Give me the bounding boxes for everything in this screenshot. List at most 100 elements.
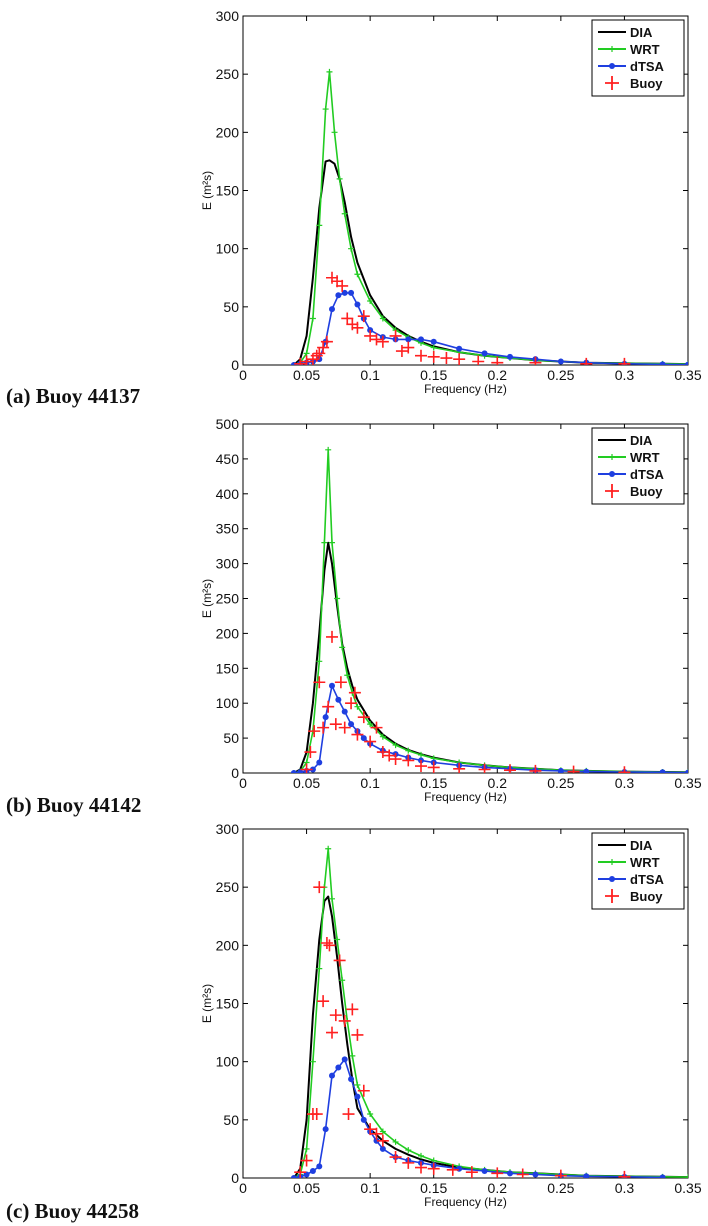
data-point-dtsa bbox=[373, 1137, 380, 1144]
data-point-wrt bbox=[367, 1111, 374, 1118]
data-point-buoy bbox=[351, 321, 364, 334]
data-point-buoy bbox=[320, 335, 333, 348]
data-point-buoy bbox=[567, 765, 580, 773]
data-point-wrt bbox=[367, 721, 374, 728]
data-point-dtsa bbox=[481, 1168, 488, 1175]
data-point-buoy bbox=[529, 764, 542, 773]
data-point-dtsa bbox=[418, 336, 424, 343]
x-tick-label: 0.05 bbox=[293, 367, 320, 383]
data-point-buoy bbox=[336, 279, 349, 292]
data-point-buoy bbox=[446, 1163, 459, 1176]
chart-caption: (c) Buoy 44258 bbox=[6, 1199, 139, 1223]
data-point-buoy bbox=[357, 1084, 370, 1097]
data-point-buoy bbox=[329, 718, 342, 731]
data-point-dtsa bbox=[456, 1165, 463, 1172]
y-tick-label: 100 bbox=[216, 241, 240, 257]
data-point-buoy bbox=[383, 749, 396, 762]
x-tick-label: 0.2 bbox=[488, 1180, 508, 1196]
data-point-buoy bbox=[317, 721, 330, 734]
legend-marker-wrt bbox=[609, 454, 615, 460]
legend-label-wrt: WRT bbox=[630, 450, 660, 465]
data-point-buoy bbox=[351, 728, 364, 741]
data-point-wrt bbox=[341, 210, 348, 217]
y-axis-label: E (m²s) bbox=[200, 984, 214, 1023]
data-point-wrt bbox=[325, 446, 332, 453]
data-point-buoy bbox=[415, 349, 427, 362]
plot-data bbox=[290, 845, 688, 1178]
data-point-buoy bbox=[338, 1014, 351, 1027]
legend-label-buoy: Buoy bbox=[630, 484, 663, 499]
data-point-buoy bbox=[370, 721, 383, 734]
data-point-buoy bbox=[478, 763, 491, 773]
legend-label-wrt: WRT bbox=[630, 855, 660, 870]
x-tick-label: 0.3 bbox=[615, 775, 635, 791]
data-point-buoy bbox=[370, 333, 383, 346]
data-point-wrt bbox=[418, 1152, 424, 1159]
data-point-dtsa bbox=[360, 1116, 367, 1123]
data-point-dtsa bbox=[532, 1171, 539, 1178]
data-point-wrt bbox=[430, 344, 437, 351]
data-point-buoy bbox=[376, 335, 389, 348]
data-point-buoy bbox=[389, 753, 402, 766]
data-point-wrt bbox=[316, 965, 323, 972]
data-point-dtsa bbox=[309, 1168, 316, 1175]
data-point-buoy bbox=[376, 1134, 389, 1147]
data-point-wrt bbox=[325, 845, 332, 852]
data-point-dtsa bbox=[316, 1163, 323, 1170]
data-point-buoy bbox=[453, 762, 466, 773]
data-point-buoy bbox=[618, 1170, 631, 1178]
x-tick-label: 0 bbox=[239, 367, 247, 383]
legend-marker-wrt bbox=[609, 46, 615, 52]
y-tick-label: 150 bbox=[216, 183, 240, 199]
data-point-buoy bbox=[472, 355, 485, 365]
data-point-buoy bbox=[491, 1167, 504, 1178]
data-point-wrt bbox=[379, 315, 386, 322]
data-point-buoy bbox=[402, 754, 415, 767]
data-point-buoy bbox=[370, 1127, 383, 1140]
data-point-wrt bbox=[392, 742, 399, 749]
legend-label-dia: DIA bbox=[630, 433, 653, 448]
x-tick-label: 0.2 bbox=[488, 775, 508, 791]
x-tick-label: 0.35 bbox=[674, 1180, 701, 1196]
data-point-wrt bbox=[331, 129, 338, 136]
data-point-buoy bbox=[427, 1162, 440, 1175]
data-point-wrt bbox=[316, 222, 323, 229]
y-axis-label: E (m²s) bbox=[200, 579, 214, 618]
data-point-buoy bbox=[308, 725, 321, 738]
data-point-buoy bbox=[300, 355, 313, 365]
x-tick-label: 0.1 bbox=[360, 775, 380, 791]
data-point-wrt bbox=[405, 747, 412, 754]
legend-label-buoy: Buoy bbox=[630, 889, 663, 904]
data-point-buoy bbox=[300, 763, 313, 773]
data-point-buoy bbox=[334, 676, 347, 689]
legend: DIA WRT dTSA Buoy bbox=[591, 19, 685, 97]
data-point-wrt bbox=[322, 106, 329, 113]
data-point-buoy bbox=[440, 352, 453, 365]
data-point-dtsa bbox=[335, 1064, 342, 1071]
data-point-buoy bbox=[310, 349, 323, 362]
y-tick-label: 0 bbox=[231, 357, 239, 373]
y-tick-label: 400 bbox=[216, 486, 240, 502]
x-tick-label: 0 bbox=[239, 1180, 247, 1196]
x-tick-label: 0.15 bbox=[420, 775, 447, 791]
data-point-dtsa bbox=[354, 301, 361, 308]
data-point-dtsa bbox=[557, 767, 564, 773]
x-axis-label: Frequency (Hz) bbox=[424, 382, 507, 396]
data-point-buoy bbox=[516, 1168, 529, 1178]
legend-marker-buoy bbox=[605, 76, 619, 90]
data-point-buoy bbox=[618, 357, 631, 365]
data-point-buoy bbox=[317, 995, 330, 1008]
data-point-buoy bbox=[415, 1161, 427, 1174]
x-tick-label: 0.2 bbox=[488, 367, 508, 383]
x-tick-label: 0.1 bbox=[360, 367, 380, 383]
y-tick-label: 200 bbox=[216, 124, 240, 140]
y-tick-label: 100 bbox=[216, 1054, 240, 1070]
data-point-dtsa bbox=[348, 721, 355, 728]
data-point-buoy bbox=[320, 937, 333, 950]
legend-label-dtsa: dTSA bbox=[630, 467, 665, 482]
data-point-wrt bbox=[418, 751, 424, 758]
data-point-buoy bbox=[618, 766, 631, 773]
y-tick-label: 150 bbox=[216, 996, 240, 1012]
legend-label-dtsa: dTSA bbox=[630, 872, 665, 887]
y-tick-label: 100 bbox=[216, 695, 240, 711]
